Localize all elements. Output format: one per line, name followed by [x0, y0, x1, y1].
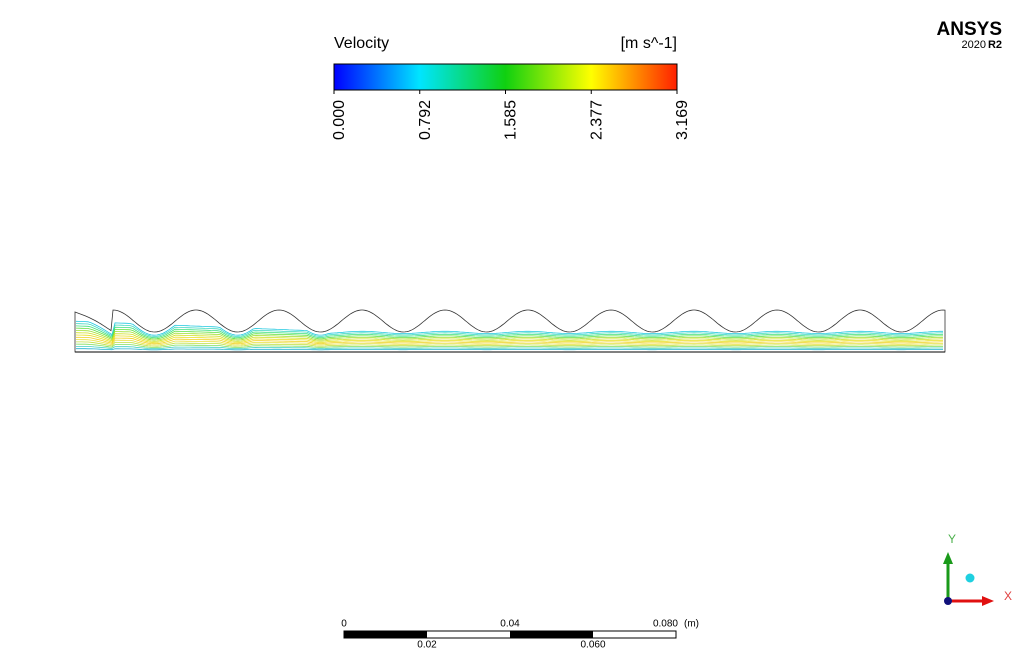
scale-segment — [510, 631, 593, 638]
axis-triad: Y X — [943, 532, 1012, 606]
scale-segment — [344, 631, 427, 638]
streamline — [76, 336, 943, 345]
streamline — [76, 341, 944, 347]
legend-tick-label: 2.377 — [588, 100, 605, 140]
streamline — [76, 348, 943, 351]
scale-bar: 0 0.04 0.080 (m) 0.02 0.060 — [341, 619, 699, 651]
scale-unit: (m) — [684, 619, 699, 630]
streamline — [75, 334, 943, 343]
flow-domain — [74, 309, 946, 353]
streamline — [75, 343, 943, 348]
streamline — [76, 346, 943, 350]
streamline — [76, 339, 943, 346]
legend-ticks: 0.000 0.792 1.585 2.377 3.169 — [331, 90, 691, 140]
streamline — [75, 325, 944, 339]
color-bar — [333, 63, 678, 91]
origin — [944, 597, 952, 605]
legend-tick-label: 3.169 — [674, 100, 691, 140]
wall — [74, 309, 946, 353]
legend-title: Velocity — [334, 35, 389, 52]
streamline — [75, 327, 943, 340]
streamline — [75, 323, 944, 337]
legend-tick-label: 0.000 — [331, 100, 348, 140]
logo-release: R2 — [988, 39, 1002, 51]
scale-label: 0 — [341, 619, 347, 630]
y-axis-head — [943, 552, 953, 564]
streamline — [75, 330, 943, 341]
legend-tick-label: 1.585 — [503, 100, 520, 140]
y-axis-label: Y — [948, 532, 956, 546]
x-axis-label: X — [1004, 589, 1012, 603]
logo-year: 2020 — [962, 39, 986, 51]
legend-tick-label: 0.792 — [417, 100, 434, 140]
scale-label: 0.060 — [580, 640, 605, 651]
x-axis-head — [982, 596, 994, 606]
z-axis-ball — [965, 573, 975, 583]
logo-brand: ANSYS — [937, 19, 1002, 40]
scale-label: 0.02 — [417, 640, 437, 651]
scale-label: 0.080 — [653, 619, 678, 630]
legend-unit: [m s^-1] — [621, 35, 677, 52]
streamline — [75, 320, 943, 336]
scale-label: 0.04 — [500, 619, 520, 630]
streamline — [75, 332, 943, 342]
